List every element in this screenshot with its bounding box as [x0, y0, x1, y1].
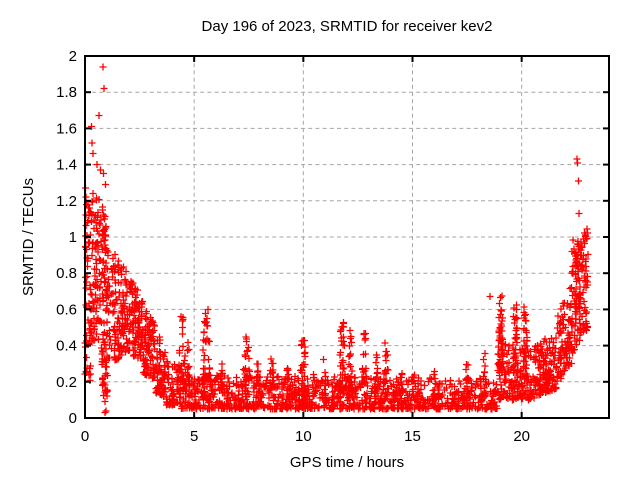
scatter-plus-markers	[81, 63, 592, 416]
tick-labels: 0 5 10 15 20 0 0.2 0.4 0.6 0.8 1 1.2 1.4 1.6 1.8 2	[56, 48, 530, 445]
y-tick-label: 1.2	[56, 193, 77, 210]
y-tick-label: 2	[69, 48, 77, 65]
y-tick-label: 0.6	[56, 301, 77, 318]
x-tick-label: 10	[295, 428, 312, 445]
x-axis-label: GPS time / hours	[290, 454, 404, 471]
x-tick-label: 5	[190, 428, 198, 445]
x-tick-label: 15	[404, 428, 421, 445]
y-axis-label: SRMTID / TECUs	[20, 178, 37, 296]
y-tick-label: 0.2	[56, 374, 77, 391]
grid	[85, 56, 609, 418]
chart-title: Day 196 of 2023, SRMTID for receiver kev…	[202, 18, 493, 35]
y-tick-label: 0	[69, 410, 77, 427]
y-tick-label: 0.4	[56, 338, 77, 355]
axes	[84, 55, 610, 419]
y-tick-label: 1.4	[56, 157, 77, 174]
y-tick-label: 0.8	[56, 265, 77, 282]
y-tick-label: 1	[69, 229, 77, 246]
data-points	[81, 63, 592, 416]
x-tick-label: 20	[513, 428, 530, 445]
x-tick-label: 0	[81, 428, 89, 445]
y-tick-label: 1.6	[56, 120, 77, 137]
y-tick-label: 1.8	[56, 84, 77, 101]
